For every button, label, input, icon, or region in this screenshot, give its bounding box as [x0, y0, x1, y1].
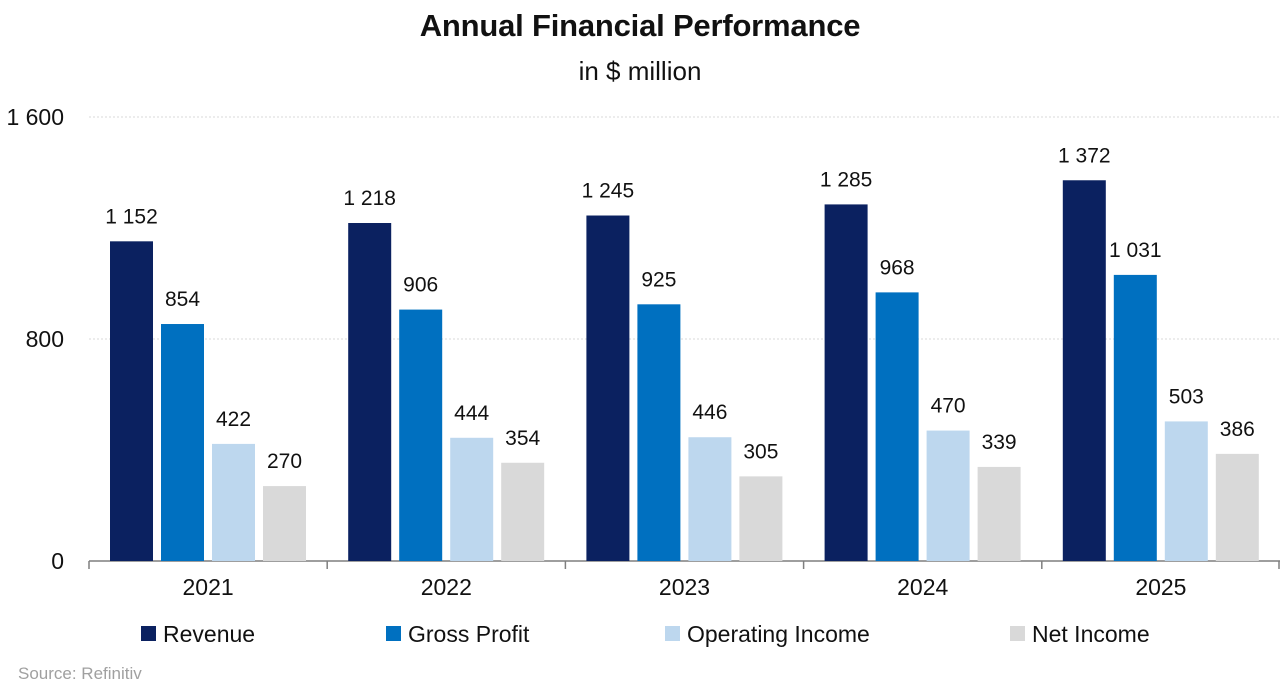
data-label: 854 [165, 288, 200, 311]
bar [348, 223, 392, 561]
bar [688, 437, 732, 561]
source-note: Source: Refinitiv [18, 664, 142, 683]
data-label: 422 [216, 408, 251, 431]
data-label: 444 [454, 402, 489, 425]
bar [212, 443, 255, 561]
legend-label: Gross Profit [408, 621, 530, 647]
y-tick-label: 1 600 [6, 104, 64, 130]
data-label: 906 [403, 274, 438, 297]
bar [926, 430, 970, 561]
bar [161, 324, 204, 561]
bar [263, 486, 306, 561]
x-tick-label: 2024 [897, 574, 948, 600]
data-label: 503 [1169, 385, 1204, 408]
chart-subtitle: in $ million [578, 56, 702, 86]
legend-swatch [665, 626, 680, 641]
data-label: 470 [931, 395, 966, 418]
data-label: 270 [267, 450, 302, 473]
data-label: 1 245 [582, 180, 635, 203]
bar [977, 466, 1021, 561]
bar [399, 309, 443, 561]
x-tick-label: 2025 [1135, 574, 1186, 600]
bar [1062, 180, 1106, 561]
bar [824, 204, 868, 561]
bar [739, 476, 783, 561]
bar [875, 292, 919, 561]
bar [1215, 453, 1259, 561]
x-tick-label: 2021 [183, 574, 234, 600]
data-label: 1 031 [1109, 239, 1162, 262]
data-label: 446 [692, 401, 727, 424]
legend: Revenue Gross Profit Operating Income Net I… [141, 621, 1150, 647]
legend-label: Net Income [1032, 621, 1150, 647]
data-label: 354 [505, 427, 540, 450]
chart-title: Annual Financial Performance [419, 8, 861, 43]
bar [110, 241, 153, 561]
data-label: 1 372 [1058, 144, 1111, 167]
data-label: 1 152 [105, 205, 158, 228]
data-label: 968 [880, 256, 915, 279]
legend-swatch [386, 626, 401, 641]
bar [501, 462, 545, 561]
legend-label: Operating Income [687, 621, 870, 647]
legend-label: Revenue [163, 621, 255, 647]
data-label: 1 218 [343, 187, 396, 210]
bar [586, 215, 630, 561]
y-tick-label: 800 [26, 326, 64, 352]
axes: 0 800 1 600 2021 2022 2023 2024 2025 [6, 104, 1280, 600]
data-label: 1 285 [820, 168, 873, 191]
data-label: 305 [743, 440, 778, 463]
x-tick-label: 2022 [421, 574, 472, 600]
bar [1164, 421, 1208, 561]
data-labels: 1 152 1 218 1 245 1 285 1 372 854 906 925 968 1 0… [105, 144, 1255, 473]
bar [450, 437, 494, 561]
bar [637, 304, 681, 561]
legend-swatch [1010, 626, 1025, 641]
y-tick-label: 0 [51, 548, 64, 574]
bars [110, 180, 1259, 561]
data-label: 925 [641, 268, 676, 291]
data-label: 386 [1220, 418, 1255, 441]
data-label: 339 [982, 431, 1017, 454]
legend-swatch [141, 626, 156, 641]
bar [1113, 274, 1157, 561]
x-tick-label: 2023 [659, 574, 710, 600]
